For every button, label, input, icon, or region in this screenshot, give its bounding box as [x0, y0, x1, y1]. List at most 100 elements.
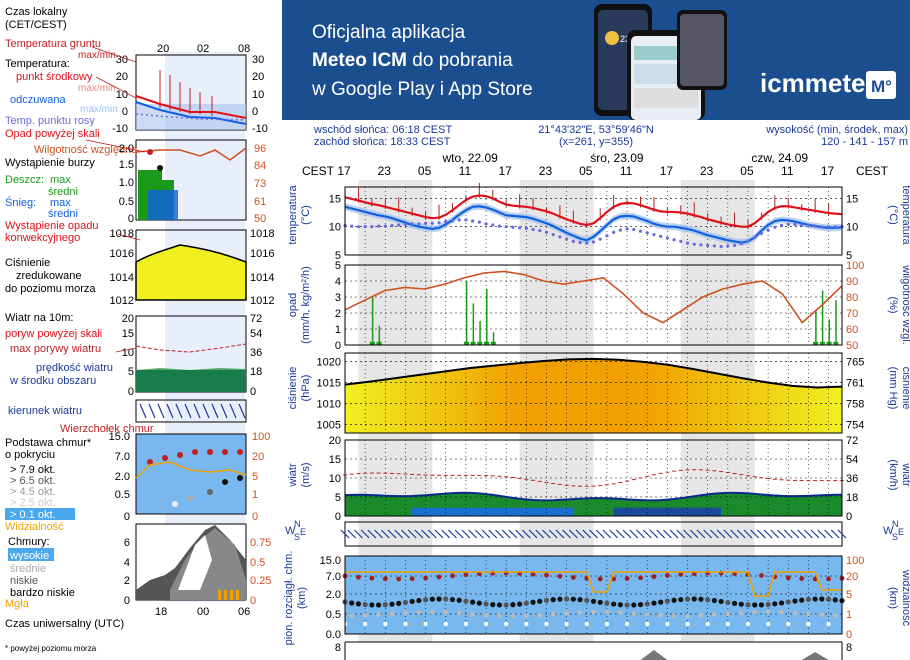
dew-point-dot — [544, 230, 549, 234]
wind-direction-arrow — [656, 529, 666, 539]
wind-direction-arrow — [367, 529, 377, 539]
dew-point-dots — [343, 218, 844, 249]
wind-direction-arrow — [461, 529, 471, 539]
wind-direction-arrow — [542, 529, 551, 539]
banner-line3: w Google Play i App Store — [311, 79, 533, 100]
legend-wind-arrow — [220, 403, 228, 419]
wind-direction-arrow — [790, 529, 800, 539]
humidity-line — [344, 270, 843, 324]
hum-right-tick-2: 80 — [846, 292, 858, 304]
wind-left-tick-4: 0 — [335, 511, 341, 523]
legend-cl-tick-r05: 0.5 — [250, 557, 265, 569]
cloud-base-dot — [517, 601, 523, 607]
legend-wind-tick-r54: 54 — [250, 328, 262, 340]
cloud-top-dot — [785, 575, 791, 581]
compass-s-r: S — [892, 532, 898, 542]
cloud-base-dot — [470, 599, 476, 605]
legend-hum-tick-50: 50 — [254, 213, 266, 225]
vis-axis-unit: (km) — [887, 587, 899, 609]
precip-avg-bar — [826, 341, 832, 345]
cloud-top-dot — [624, 576, 630, 581]
wind-direction-arrow — [360, 529, 370, 539]
precip-avg-bar — [376, 341, 382, 345]
cloud-axis-unit: (km) — [296, 587, 308, 609]
pres-right-tick-3: 754 — [846, 420, 864, 432]
cloud-top-dot — [597, 576, 603, 582]
cloud-top-dot — [409, 576, 415, 582]
cloud-base-dot — [429, 596, 435, 602]
cloud-base-dot-light — [712, 612, 717, 618]
precip-bar — [828, 319, 831, 345]
cloud-top-dot — [557, 573, 563, 579]
cloud-frame — [344, 555, 843, 635]
cloud-base-dot-light — [403, 610, 408, 616]
dew-point-dot — [685, 241, 690, 245]
day-label-1: śro, 23.09 — [590, 151, 644, 165]
dew-point-dot — [524, 226, 528, 230]
pres-right-tick-2: 758 — [846, 399, 864, 411]
wind-axis-unit: (m/s) — [300, 462, 312, 487]
legend-pres-tick-r1012: 1012 — [250, 295, 274, 307]
cloud-base-dot-light — [577, 610, 583, 615]
wind-direction-arrow — [448, 529, 457, 539]
wind-direction-arrow — [434, 529, 444, 539]
cloudcover-tick-8-r: 8 — [846, 642, 852, 654]
meteogram-main: wschód słońca: 06:18 CEST zachód słońca:… — [283, 124, 910, 660]
cloud-base-dot — [570, 596, 576, 602]
dew-point-dot — [813, 224, 817, 228]
wind-direction-arrow — [730, 529, 739, 539]
wind-direction-arrow — [629, 529, 639, 539]
legend-fog: Mgła — [5, 598, 30, 610]
cloud-base-dot-light — [443, 610, 449, 615]
cloud-top-dot — [759, 573, 764, 578]
dew-point-dot — [605, 234, 609, 238]
cloud-top-dot — [799, 576, 805, 581]
cloud-base-dot — [436, 596, 442, 602]
cloud-base-dot — [785, 599, 791, 605]
wind-direction-arrow — [709, 529, 719, 539]
cloud-base-dot-white — [524, 621, 529, 627]
legend-wind-tick-5: 5 — [128, 366, 134, 378]
cloud-base-dot — [523, 600, 529, 606]
wind-direction-arrow — [615, 529, 625, 539]
hour-label-3: 11 — [459, 164, 472, 178]
legend-precip-tick-0: 0 — [128, 213, 134, 225]
hour-label-0: 17 — [337, 164, 351, 178]
wind-direction-arrow — [703, 529, 713, 539]
legend-cloudcover-panel — [135, 523, 247, 601]
cloud-base-dot — [369, 602, 375, 608]
wind-direction-arrow — [622, 529, 632, 539]
legend-precip-tick-05: 0.5 — [119, 196, 134, 208]
hum-right-tick-3: 70 — [846, 308, 858, 320]
legend-precip-tick-15: 1.5 — [119, 159, 134, 171]
legend-wind-arrow — [184, 403, 192, 419]
legend-wind-tick-15: 15 — [122, 328, 134, 340]
wind-direction-arrow — [340, 529, 350, 539]
legend-cl-tick-0: 0 — [124, 595, 130, 607]
cloud-left-tick-0: 15.0 — [320, 555, 341, 567]
temp-right-tick-2: 5 — [846, 250, 852, 262]
legend-cl-tick-4: 4 — [124, 557, 130, 569]
cloud-base-dot-light — [430, 609, 435, 615]
cloud-base-dot — [557, 596, 563, 602]
cloud-base-dot — [765, 601, 771, 608]
temp-axis-unit: (°C) — [300, 205, 312, 225]
dew-point-dot — [766, 228, 770, 232]
precip-avg-bar — [819, 341, 825, 345]
day-label-2: czw, 24.09 — [751, 151, 808, 165]
elevation-label: wysokość (min, środek, max) — [765, 124, 908, 136]
legend-cloud-tick-7: 7.0 — [115, 451, 130, 463]
cloud-top-dot — [436, 574, 442, 580]
precip-left-tick-5: 0 — [335, 340, 341, 352]
legend-feels-like-sub: max/min — [80, 104, 118, 115]
legend-wind-arrow — [238, 403, 246, 419]
pres-frame — [344, 352, 843, 434]
app-promo-banner[interactable]: Oficjalna aplikacja Meteo ICM do pobrani… — [282, 0, 910, 120]
cloud-base-dot — [402, 599, 409, 606]
pres-axis-label-r: ciśnienie — [900, 367, 910, 410]
banner-line1: Oficjalna aplikacja — [312, 22, 466, 43]
wind-direction-arrow — [756, 529, 766, 539]
precip-left-tick-0: 5 — [335, 260, 341, 272]
hour-label-9: 23 — [700, 164, 714, 178]
temp-frame — [344, 186, 843, 256]
